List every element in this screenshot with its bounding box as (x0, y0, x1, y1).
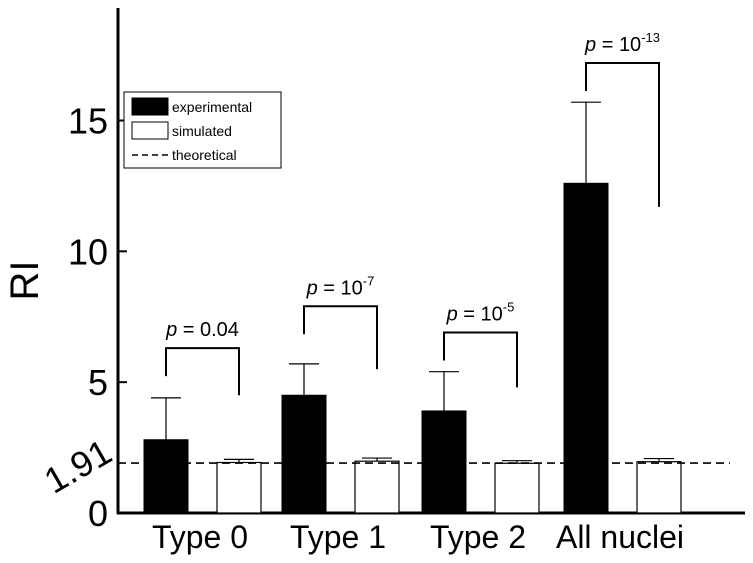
y-tick-label: 0 (88, 493, 108, 534)
significance-bracket (585, 61, 660, 207)
y-tick-label: 15 (68, 101, 108, 142)
annotations-group: p = 0.04p = 10-7p = 10-5p = 10-13 (165, 30, 660, 396)
p-value-text: = (318, 277, 341, 299)
y-tick-label: 10 (68, 231, 108, 272)
legend-label-simulated: simulated (172, 123, 232, 139)
p-value-text: = (458, 303, 481, 325)
p-value-text: = (596, 34, 619, 56)
bar-experimental-2 (421, 410, 467, 514)
p-value-annotation: p = 0.04 (165, 319, 239, 341)
x-category-label: Type 2 (430, 519, 526, 555)
x-category-label: Type 1 (290, 519, 386, 555)
reference-line-label: 1.91 (37, 431, 118, 502)
legend-swatch-simulated (131, 121, 169, 140)
legend-swatch-experimental (131, 97, 169, 116)
significance-bracket (165, 347, 240, 396)
p-value-annotation: p = 10-7 (306, 273, 375, 299)
p-value-exponent: -5 (503, 299, 515, 314)
bar-simulated-1 (354, 460, 400, 514)
x-category-label: Type 0 (152, 519, 248, 555)
p-value-text: = 0.04 (177, 319, 239, 341)
p-value-base: 10 (619, 34, 641, 56)
p-value-base: 10 (481, 303, 503, 325)
bar-simulated-2 (494, 462, 540, 514)
p-value-exponent: -7 (363, 273, 375, 288)
p-value-symbol: p (165, 319, 177, 341)
y-axis-label: RI (3, 261, 47, 301)
bar-simulated-3 (636, 461, 682, 514)
significance-bracket (443, 331, 518, 388)
axes-group: 0 5 10 15 RI Type 0 Type 1 Type 2 All nuclei (3, 8, 745, 555)
legend-label-theoretical: theoretical (172, 147, 237, 163)
p-value-symbol: p (584, 34, 596, 56)
p-value-symbol: p (306, 277, 318, 299)
bar-experimental-3 (563, 182, 609, 514)
significance-bracket (303, 305, 378, 370)
bar-experimental-1 (281, 394, 327, 514)
p-value-base: 10 (341, 277, 363, 299)
y-tick-label: 5 (88, 362, 108, 403)
legend-label-experimental: experimental (172, 99, 252, 115)
bar-experimental-0 (143, 439, 189, 514)
p-value-annotation: p = 10-5 (446, 299, 515, 325)
legend: experimental simulated theoretical (123, 91, 282, 169)
p-value-annotation: p = 10-13 (584, 30, 660, 56)
bar-simulated-0 (216, 461, 262, 514)
x-category-label: All nuclei (556, 519, 684, 555)
p-value-exponent: -13 (641, 30, 660, 45)
p-value-symbol: p (446, 303, 458, 325)
bars-group (143, 101, 682, 514)
